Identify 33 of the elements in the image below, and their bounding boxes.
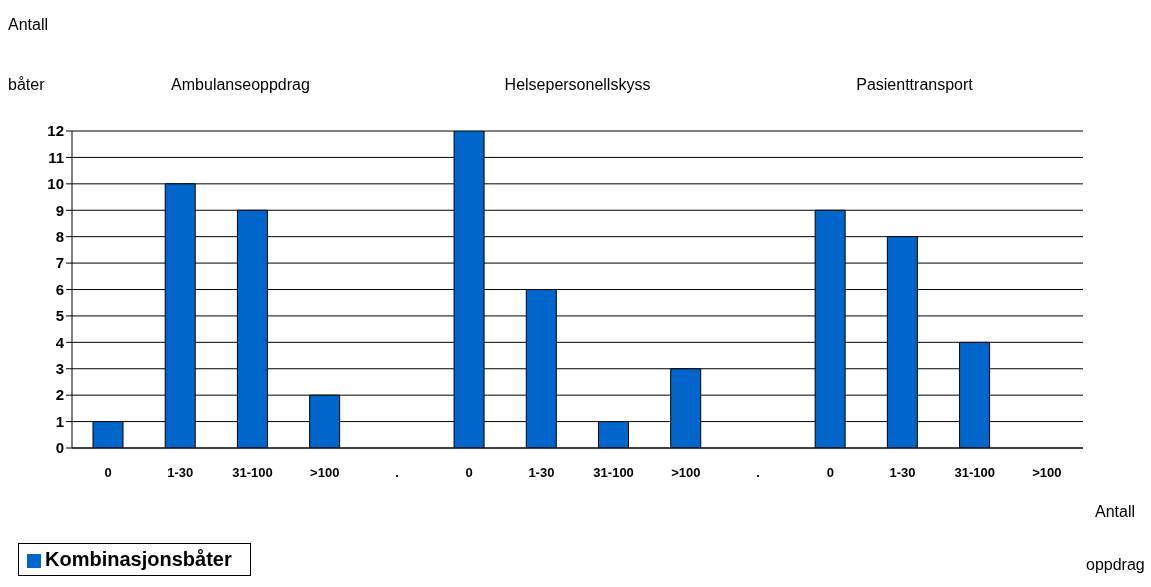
x-tick-label: 0	[826, 465, 834, 481]
y-tick-label: 11	[48, 148, 64, 166]
text: Pasienttransport	[856, 76, 973, 94]
legend-label: Kombinasjonsbåter	[45, 548, 232, 570]
y-tick-label: 10	[47, 175, 64, 193]
y-tick-label: 9	[55, 201, 64, 219]
y-tick-label: 1	[55, 412, 64, 430]
x-tick-label: >100	[1032, 465, 1062, 481]
y-tick-label: 3	[55, 360, 64, 378]
x-tick-label: 0	[104, 465, 112, 481]
x-tick-label: 31-100	[232, 465, 273, 481]
x-tick-label: >100	[310, 465, 340, 481]
y-tick-label: 7	[55, 254, 64, 272]
x-tick-label: .	[756, 465, 760, 481]
text: Antall båter	[8, 16, 49, 93]
y-tick-label: 4	[55, 333, 65, 351]
x-tick-label: >100	[671, 465, 701, 481]
y-tick-label: 0	[55, 439, 64, 457]
x-tick-label: 1-30	[528, 465, 555, 481]
x-tick-label: 31-100	[593, 465, 634, 481]
x-tick-label: 1-30	[889, 465, 916, 481]
x-tick-label: 31-100	[954, 465, 995, 481]
text: Antall oppdrag	[1086, 503, 1145, 573]
y-tick-label: 5	[55, 307, 64, 325]
y-tick-label: 6	[55, 280, 64, 298]
text: Ambulanseoppdrag	[171, 76, 310, 94]
text: Helsepersonellskyss	[504, 76, 651, 94]
x-tick-label: 0	[465, 465, 473, 481]
x-tick-label: .	[395, 465, 399, 481]
y-tick-label: 12	[47, 122, 64, 140]
y-tick-label: 2	[55, 386, 64, 404]
y-tick-label: 8	[55, 227, 64, 245]
x-tick-label: 1-30	[167, 465, 194, 481]
